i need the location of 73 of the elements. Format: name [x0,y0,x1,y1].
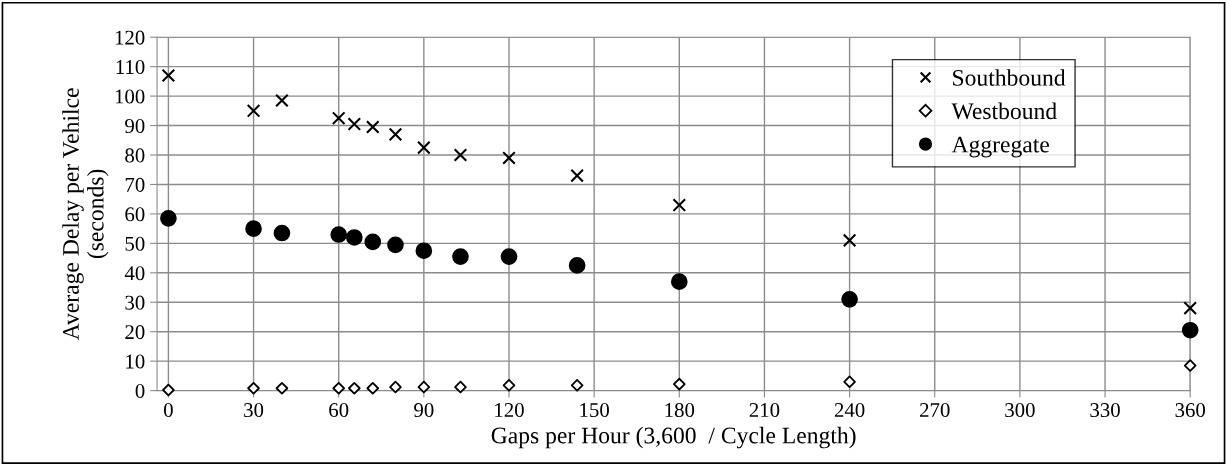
y-tick-label: 10 [126,354,145,369]
y-tick-label: 0 [135,383,145,399]
point [364,233,382,251]
point [670,273,688,290]
legend-label: Westbound [951,102,1057,120]
y-tick-label: 120 [115,30,145,45]
x-tick-label: 120 [495,403,524,418]
point [453,148,468,162]
point [366,381,380,395]
point [1183,359,1197,372]
point [387,236,404,254]
x-tick-label: 270 [920,403,950,418]
point [502,379,516,392]
point [389,380,402,394]
point [348,381,361,395]
point [568,257,586,274]
x-tick-label: 180 [665,403,695,418]
point [502,151,516,165]
x-tick-label: 360 [1175,403,1206,418]
point [417,140,431,155]
x-tick-label: 60 [329,403,349,418]
point [842,233,857,248]
point [365,120,380,134]
point [388,127,403,142]
point [417,380,431,394]
point [161,68,176,83]
legend-label: Southbound [953,69,1066,86]
point [332,381,345,395]
point [1183,301,1198,315]
y-tick-label: 100 [115,89,145,104]
point [841,290,858,308]
point [331,111,346,126]
x-axis-title: Gaps per Hour (3,600 / Cycle Length) [491,426,856,449]
point [345,229,363,246]
point [452,248,469,265]
point [275,93,289,108]
point [570,168,584,183]
point [500,248,518,265]
x-tick-label: 90 [414,403,434,418]
point [246,103,261,118]
y-tick-label: 50 [125,236,145,251]
x-tick-label: 210 [749,403,780,418]
x-tick-label: 330 [1090,403,1120,418]
x-tick-label: 150 [580,403,609,418]
point [275,381,289,395]
y-tick-label: 90 [125,118,145,133]
y-axis-title: Average Delay per Vehilce (seconds) [62,88,109,341]
point [273,224,291,242]
y-tick-label: 110 [116,60,145,75]
point [843,375,856,389]
point [160,209,177,227]
point [673,377,686,391]
y-tick-label: 40 [124,266,145,281]
x-tick-label: 240 [834,403,865,418]
point [347,117,362,131]
point [570,379,584,392]
x-tick-label: 300 [1005,403,1035,418]
y-tick-label: 80 [125,148,145,163]
y-tick-label: 20 [125,325,145,340]
point [1181,321,1199,339]
y-tick-label: 70 [125,177,145,192]
point [330,226,348,243]
legend-label: Aggregate [951,136,1049,158]
point [454,380,467,394]
point [245,220,262,237]
x-tick-label: 0 [164,403,173,418]
point [162,383,175,397]
y-tick-label: 60 [125,207,145,222]
point [415,242,433,260]
y-tick-label: 30 [125,295,145,310]
point [247,381,260,395]
point [672,198,687,212]
x-tick-label: 30 [244,403,264,418]
